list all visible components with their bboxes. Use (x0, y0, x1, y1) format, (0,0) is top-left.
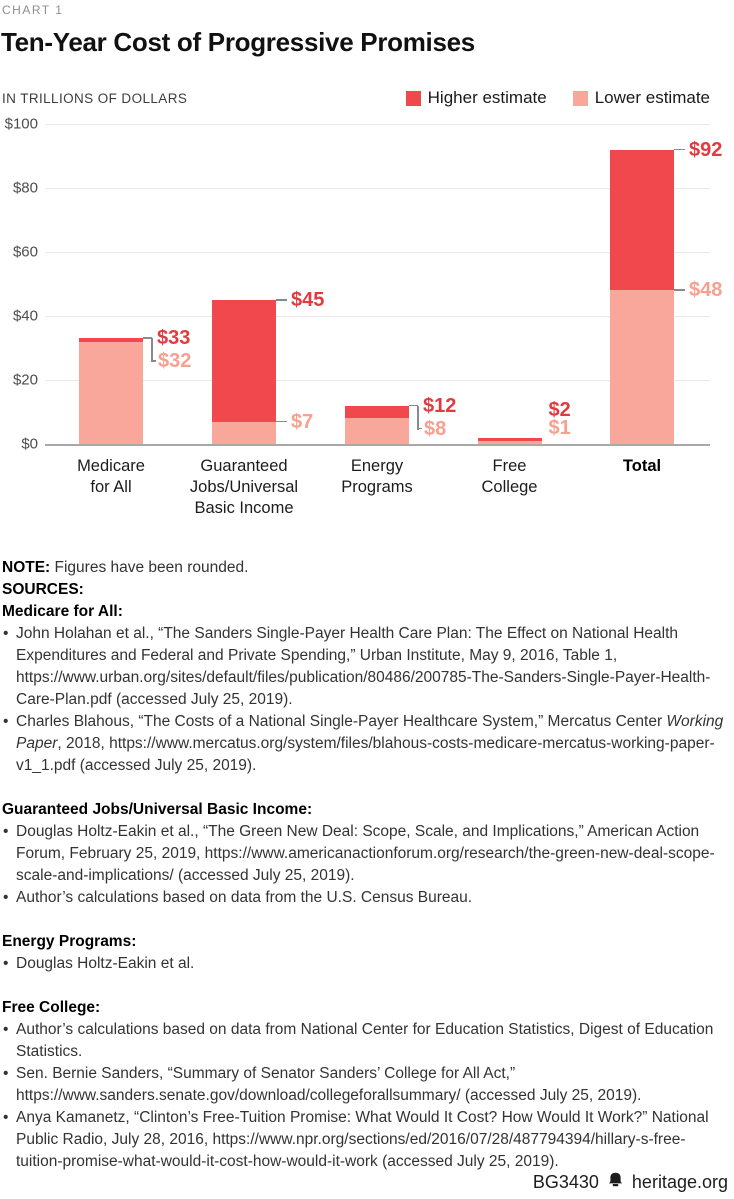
bar-higher-segment (212, 300, 276, 422)
label-connector-line (417, 427, 422, 430)
chart-legend: Higher estimate Lower estimate (405, 88, 710, 108)
y-axis-tick-label: $60 (12, 243, 38, 261)
source-section-heading: Energy Programs: (2, 933, 137, 950)
source-item: Sen. Bernie Sanders, “Summary of Senator… (2, 1063, 726, 1107)
value-label-higher: $33 (157, 327, 191, 350)
category-label: Free College (481, 457, 538, 496)
bar-chart: $100 $80 $60 $40 $20 $0 $33 $32 Medicare for All $… (0, 116, 734, 556)
sources-list: Medicare for All: John Holahan et al., “T… (2, 601, 726, 1173)
heritage-bell-icon (607, 1171, 624, 1193)
bar-lower-segment (212, 421, 276, 444)
source-item: Author’s calculations based on data from… (2, 887, 726, 909)
gridline (45, 380, 710, 381)
source-item: Charles Blahous, “The Costs of a Nationa… (2, 711, 726, 777)
chart-kicker: CHART 1 (2, 3, 64, 17)
category-label: Energy Programs (341, 457, 413, 496)
gridline (45, 124, 710, 125)
category-label: Total (622, 457, 662, 475)
value-label-higher: $2 (548, 399, 571, 421)
legend-swatch-icon (405, 90, 421, 106)
label-connector-line (674, 289, 685, 291)
note-text: Figures have been rounded. (50, 559, 249, 576)
label-connector-line (143, 337, 152, 339)
doc-id: BG3430 (532, 1171, 599, 1192)
source-item: Douglas Holtz-Eakin et al., “The Green N… (2, 821, 726, 887)
label-connector-line (409, 404, 418, 407)
bar-higher-segment (610, 149, 674, 291)
label-connector-line (276, 299, 287, 301)
y-axis-tick-label: $20 (12, 371, 38, 389)
source-item: John Holahan et al., “The Sanders Single… (2, 623, 726, 711)
x-axis-line (45, 444, 710, 446)
y-axis-tick-label: $100 (4, 115, 38, 133)
bar-lower-segment (610, 290, 674, 444)
label-connector-line (151, 360, 156, 362)
bar-higher-segment (345, 405, 409, 419)
gridline (45, 316, 710, 317)
y-axis-tick-label: $0 (21, 435, 38, 453)
sources-label: SOURCES: (2, 581, 84, 598)
y-axis-tick-label: $40 (12, 307, 38, 325)
value-label-higher: $45 (291, 289, 325, 311)
notes-section: NOTE: Figures have been rounded. SOURCES… (2, 557, 726, 1173)
note-label: NOTE: (2, 559, 51, 576)
source-item: Author’s calculations based on data from… (2, 1019, 726, 1063)
label-connector-line (417, 405, 419, 430)
footer: BG3430 heritage.org (533, 1171, 728, 1193)
gridline (45, 188, 710, 189)
label-connector-line (674, 148, 685, 151)
legend-swatch-icon (572, 90, 588, 106)
source-section-heading: Free College: (2, 999, 101, 1016)
label-connector-line (276, 420, 287, 423)
gridline (45, 252, 710, 253)
value-label-higher: $92 (689, 138, 723, 161)
bar-lower-segment (477, 440, 542, 444)
legend-item: Higher estimate (405, 88, 547, 108)
bar-higher-segment (79, 338, 143, 342)
source-item: Anya Kamanetz, “Clinton’s Free-Tuition P… (2, 1107, 726, 1173)
value-label-lower: $7 (291, 410, 314, 433)
y-axis-tick-label: $80 (12, 179, 38, 197)
bar-lower-segment (79, 341, 143, 444)
value-label-lower: $1 (548, 417, 571, 439)
source-section-heading: Medicare for All: (2, 603, 123, 620)
source-item: Douglas Holtz-Eakin et al. (2, 953, 726, 975)
legend-label: Lower estimate (594, 88, 710, 107)
label-connector-line (151, 338, 153, 363)
value-label-lower: $8 (424, 417, 447, 440)
note-line: NOTE: Figures have been rounded. (2, 557, 726, 579)
legend-label: Higher estimate (427, 88, 547, 107)
site-link[interactable]: heritage.org (631, 1171, 728, 1192)
value-label-lower: $48 (689, 279, 723, 302)
legend-item: Lower estimate (572, 88, 710, 108)
bar-lower-segment (345, 418, 409, 444)
bar-higher-segment (477, 437, 542, 441)
value-label-higher: $12 (423, 394, 457, 417)
category-label: Medicare for All (77, 457, 145, 496)
source-section-heading: Guaranteed Jobs/Universal Basic Income: (2, 801, 313, 818)
category-label: Guaranteed Jobs/Universal Basic Income (189, 457, 299, 517)
value-label-lower: $32 (158, 350, 192, 373)
page-title: Ten-Year Cost of Progressive Promises (1, 27, 475, 57)
units-label: IN TRILLIONS OF DOLLARS (2, 91, 188, 106)
